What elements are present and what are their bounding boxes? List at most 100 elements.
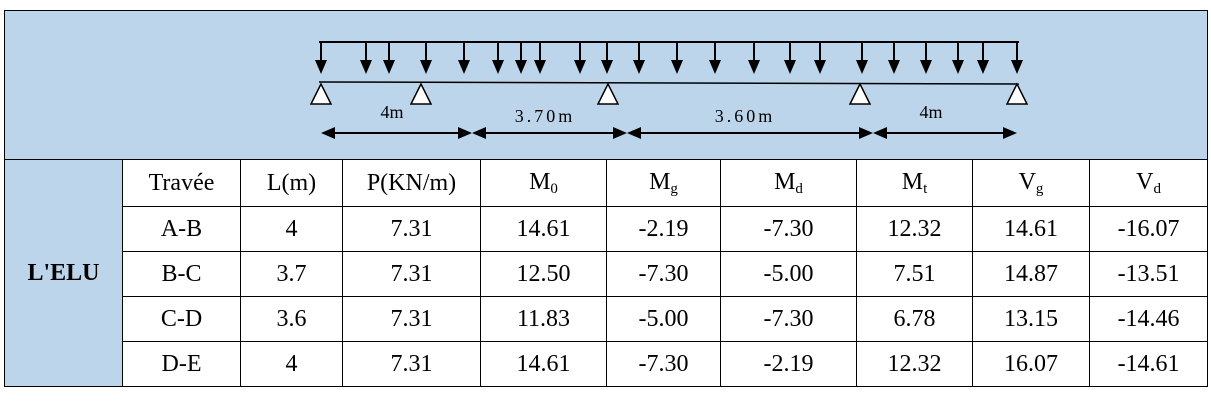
- support-triangle: [848, 82, 872, 105]
- header-m0: M0: [480, 159, 607, 207]
- table-cell: 14.87: [972, 251, 1090, 297]
- table-cell: -5.00: [720, 251, 857, 297]
- support-triangle: [1005, 82, 1029, 105]
- table-cell: 12.32: [856, 206, 973, 252]
- load-arrow-head: [315, 60, 327, 74]
- table-cell: 7.51: [856, 251, 973, 297]
- table-row: B-C 3.7 7.31 12.50 -7.30 -5.00 7.51 14.8…: [5, 251, 1209, 297]
- dimension-arrowhead: [873, 127, 887, 139]
- dimension-arrowhead: [627, 127, 641, 139]
- table-cell: 12.32: [856, 341, 973, 387]
- table-cell: D-E: [122, 341, 241, 387]
- header-text: M: [774, 168, 796, 195]
- header-sub: t: [923, 180, 928, 197]
- table-cell: -7.30: [720, 206, 857, 252]
- table-cell: 6.78: [856, 296, 973, 342]
- load-arrow-head: [360, 60, 372, 74]
- header-sub: d: [1153, 180, 1161, 197]
- table-cell: -14.61: [1088, 341, 1209, 387]
- supports: [309, 82, 1029, 105]
- table-cell: C-D: [122, 296, 241, 342]
- header-mg: Mg: [606, 159, 721, 207]
- distributed-load-arrows: [315, 42, 1023, 74]
- span-label-1: 4m: [380, 102, 403, 122]
- span-label-3: 3.60m: [715, 106, 776, 126]
- header-sub: d: [795, 180, 803, 197]
- load-arrow-head: [709, 60, 721, 74]
- support-triangle: [596, 82, 620, 105]
- span-label-2: 3.70m: [515, 106, 576, 126]
- header-load: P(KN/m): [342, 159, 481, 207]
- header-md: Md: [720, 159, 857, 207]
- table-cell: A-B: [122, 206, 241, 252]
- header-sub: g: [1035, 180, 1044, 197]
- dimension-arrowhead: [472, 127, 486, 139]
- header-text: V: [1136, 168, 1154, 195]
- header-text: P(KN/m): [366, 169, 457, 196]
- load-arrow-head: [888, 60, 900, 74]
- load-arrow-head: [515, 60, 527, 74]
- header-vd: Vd: [1088, 159, 1209, 207]
- header-sub: 0: [550, 180, 558, 197]
- results-table-frame: 4m 3.70m 3.60m 4m L'ELU Travée L(m) P(KN…: [3, 10, 1209, 416]
- table-cell: 3.6: [240, 296, 343, 342]
- span-dimensions: 4m 3.70m 3.60m 4m: [321, 102, 1017, 139]
- table-cell: -7.30: [606, 251, 721, 297]
- table-cell: -7.30: [606, 341, 721, 387]
- dimension-arrowhead: [1003, 127, 1017, 139]
- table-cell: -13.51: [1088, 251, 1209, 297]
- beam-line: [318, 81, 1020, 85]
- table-cell: B-C: [122, 251, 241, 297]
- table-row: A-B 4 7.31 14.61 -2.19 -7.30 12.32 14.61…: [5, 206, 1209, 252]
- dimension-arrowhead: [321, 127, 335, 139]
- load-arrow-head: [856, 60, 868, 74]
- load-arrow-head: [574, 60, 586, 74]
- table-cell: -5.00: [606, 296, 721, 342]
- table-cell: 14.61: [480, 341, 607, 387]
- load-arrow-head: [458, 60, 470, 74]
- table-cell: 7.31: [342, 341, 481, 387]
- load-arrow-head: [784, 60, 796, 74]
- table-cell: 7.31: [342, 296, 481, 342]
- load-arrow-head: [977, 60, 989, 74]
- load-arrow-head: [1011, 60, 1023, 74]
- table-row: C-D 3.6 7.31 11.83 -5.00 -7.30 6.78 13.1…: [5, 296, 1209, 342]
- table-row: D-E 4 7.31 14.61 -7.30 -2.19 12.32 16.07…: [5, 341, 1209, 387]
- header-text: L(m): [266, 169, 317, 196]
- table-cell: 14.61: [972, 206, 1090, 252]
- table-cell: 4: [240, 206, 343, 252]
- load-arrow-head: [420, 60, 432, 74]
- table-cell: 16.07: [972, 341, 1090, 387]
- load-arrow-head: [534, 60, 546, 74]
- header-mt: Mt: [856, 159, 973, 207]
- header-length: L(m): [240, 159, 343, 207]
- dimension-arrowhead: [859, 127, 873, 139]
- header-text: V: [1018, 168, 1036, 195]
- table-cell: 12.50: [480, 251, 607, 297]
- table-cell: 7.31: [342, 206, 481, 252]
- dimension-arrowhead: [613, 127, 627, 139]
- table-cell: -2.19: [606, 206, 721, 252]
- header-text: M: [529, 168, 551, 195]
- load-arrow-head: [671, 60, 683, 74]
- table-cell: -7.30: [720, 296, 857, 342]
- load-arrow-head: [492, 60, 504, 74]
- beam-diagram-cell: 4m 3.70m 3.60m 4m: [3, 10, 1209, 160]
- load-arrow-head: [920, 60, 932, 74]
- span-label-4: 4m: [919, 102, 942, 122]
- header-vg: Vg: [972, 159, 1090, 207]
- row-group-label: L'ELU: [4, 159, 123, 387]
- header-text: M: [901, 168, 924, 195]
- load-arrow-head: [601, 60, 613, 74]
- table-cell: 4: [240, 341, 343, 387]
- support-triangle: [409, 82, 433, 105]
- table-cell: 7.31: [342, 251, 481, 297]
- dimension-arrowhead: [458, 127, 472, 139]
- table-cell: -14.46: [1088, 296, 1209, 342]
- continuous-beam-diagram: 4m 3.70m 3.60m 4m: [309, 41, 1029, 139]
- table-cell: 11.83: [480, 296, 607, 342]
- table-cell: 14.61: [480, 206, 607, 252]
- table-cell: 13.15: [972, 296, 1090, 342]
- load-arrow-head: [633, 60, 645, 74]
- load-arrow-head: [814, 60, 826, 74]
